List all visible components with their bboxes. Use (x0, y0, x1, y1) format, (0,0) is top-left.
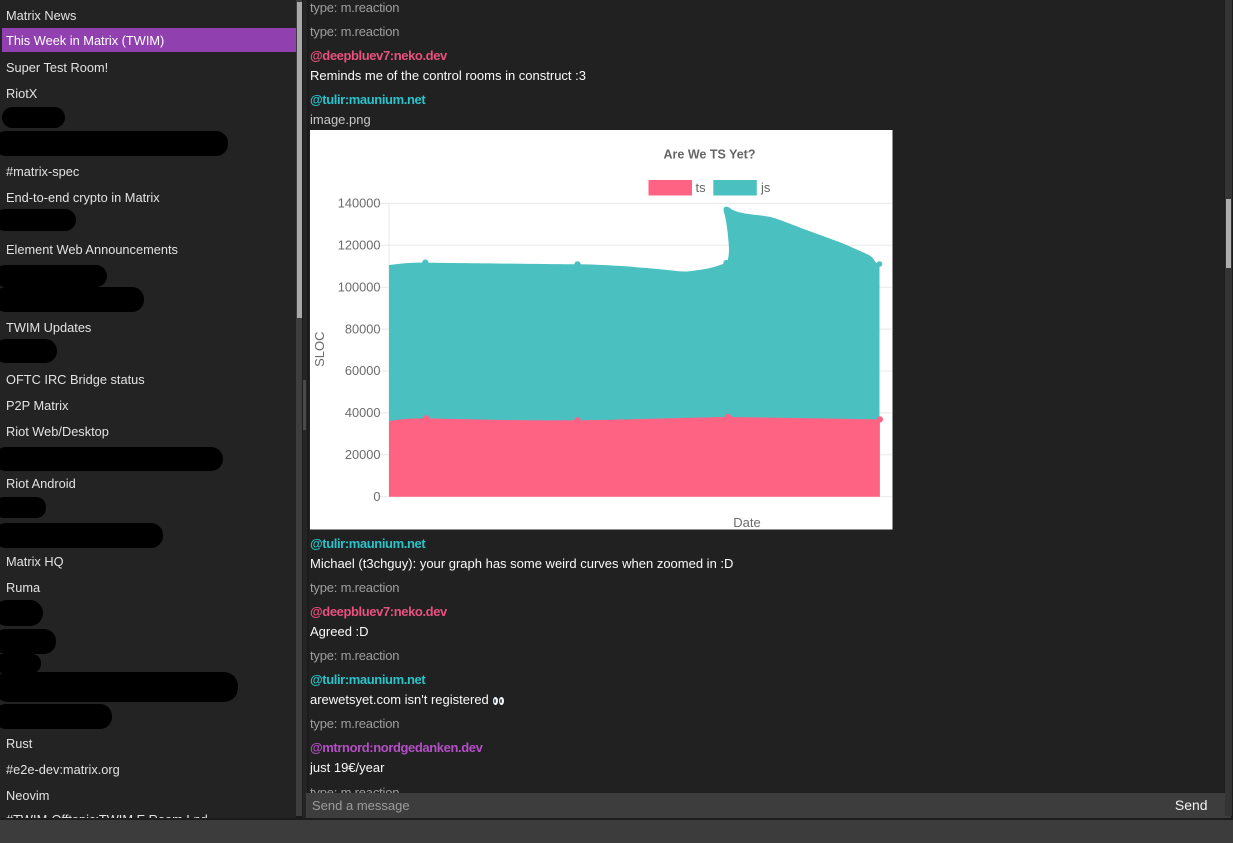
svg-text:120000: 120000 (337, 238, 380, 253)
svg-text:20000: 20000 (344, 447, 380, 462)
svg-text:ts: ts (695, 180, 706, 195)
svg-text:Are We TS Yet?: Are We TS Yet? (663, 148, 755, 162)
svg-text:100000: 100000 (337, 279, 380, 294)
svg-text:SLOC: SLOC (312, 331, 327, 366)
svg-text:60000: 60000 (344, 363, 380, 378)
svg-text:0: 0 (373, 489, 380, 504)
svg-text:Date: Date (733, 515, 760, 530)
svg-text:js: js (760, 180, 771, 195)
svg-text:80000: 80000 (344, 321, 380, 336)
svg-text:140000: 140000 (337, 196, 380, 211)
svg-text:40000: 40000 (344, 405, 380, 420)
